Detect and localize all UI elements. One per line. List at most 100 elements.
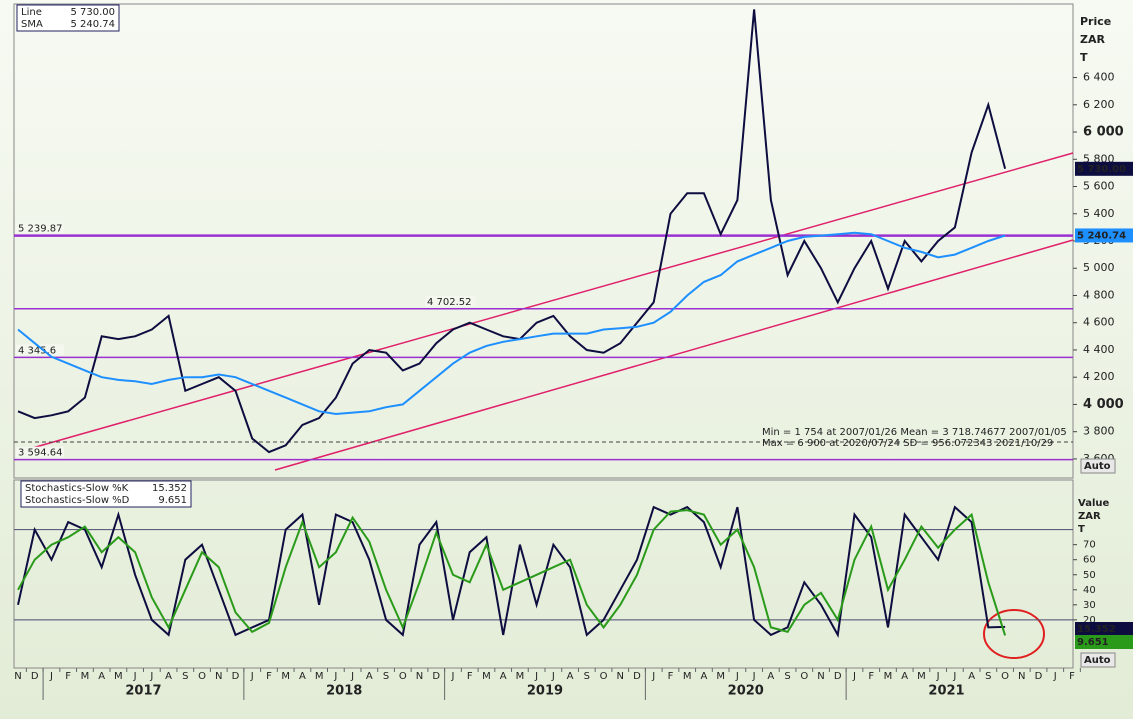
year-label: 2017 [125,684,161,699]
value-tag [1075,228,1133,243]
x-tick-label: F [266,671,272,682]
x-tick-label: A [968,671,975,682]
y-tick-label: 50 [1083,570,1096,581]
x-tick-label: J [651,671,655,682]
level-label-bg [16,344,64,356]
level-label-bg [16,446,64,458]
series-line [17,505,1006,638]
x-tick-label: S [985,671,991,682]
x-tick-label: J [49,671,53,682]
x-tick-label: J [952,671,956,682]
y-tick-label: 4 600 [1083,316,1115,329]
x-tick-label: M [281,671,290,682]
value-tag-label: 15.352 [1077,624,1116,635]
y-tick-label: 6 200 [1083,98,1115,111]
x-tick-label: M [917,671,926,682]
stats-min: Min = 1 754 at 2007/01/26 Mean = 3 718.7… [762,427,1067,438]
x-tick-label: F [868,671,874,682]
y-tick-label: 5 600 [1083,180,1115,193]
x-tick-label: S [182,671,188,682]
x-tick-label: J [752,671,756,682]
legend-name: Stochastics-Slow %D [25,495,130,506]
y-tick-label: 4 400 [1083,343,1115,356]
legend-box [20,480,192,508]
legend-name: Stochastics-Slow %K [25,483,129,494]
x-tick-label: N [1018,671,1025,682]
x-tick-label: A [767,671,774,682]
value-tag [1075,161,1133,176]
x-tick-label: N [14,671,21,682]
y-tick-label: 30 [1083,600,1096,611]
stoch-axis-title: ZAR [1078,511,1101,522]
x-tick-label: A [366,671,373,682]
x-tick-label: F [1069,671,1075,682]
x-tick-label: O [399,671,407,682]
x-tick-label: N [817,671,824,682]
x-tick-label: D [834,671,842,682]
level-label-bg [16,222,64,234]
x-tick-label: J [852,671,856,682]
level-label: 4 702.52 [427,297,472,308]
legend-value: 5 730.00 [70,7,115,18]
x-tick-label: O [600,671,608,682]
y-tick-label: 4 000 [1083,397,1124,412]
x-tick-label: O [198,671,206,682]
x-tick-label: J [333,671,337,682]
y-tick-label: 6 400 [1083,71,1115,84]
value-tag-label: 5 240.74 [1077,230,1126,241]
year-label: 2021 [928,684,964,699]
y-tick-label: 6 000 [1083,125,1124,140]
highlight-circle [983,609,1045,659]
x-tick-label: O [1001,671,1009,682]
y-tick-label: 4 800 [1083,288,1115,301]
x-tick-label: D [1035,671,1043,682]
x-tick-label: M [114,671,123,682]
y-tick-label: 70 [1083,540,1096,551]
x-tick-label: A [299,671,306,682]
x-tick-label: D [31,671,39,682]
x-tick-label: A [165,671,172,682]
level-label: 4 345.6 [18,345,56,356]
y-tick-label: 4 200 [1083,370,1115,383]
stoch-axis-title: T [1078,524,1085,535]
stats-max: Max = 6 900 at 2020/07/24 SD = 956.07234… [762,438,1053,449]
x-tick-label: J [551,671,555,682]
x-tick-label: J [534,671,538,682]
x-tick-label: J [735,671,739,682]
x-tick-label: O [800,671,808,682]
x-tick-label: N [617,671,624,682]
x-tick-label: S [584,671,590,682]
value-tag [1075,622,1133,636]
x-tick-label: A [567,671,574,682]
x-tick-label: D [633,671,641,682]
level-label: 3 594.64 [18,448,63,459]
legend-name: Line [21,7,42,18]
x-tick-label: M [884,671,893,682]
value-tag-label: 5 730.00 [1077,164,1126,175]
y-tick-label: 20 [1083,615,1096,626]
auto-label[interactable]: Auto [1084,655,1111,666]
legend-box [16,4,120,32]
y-tick-label: 3 800 [1083,425,1115,438]
y-tick-label: 5 000 [1083,261,1115,274]
x-tick-label: J [451,671,455,682]
x-tick-label: J [133,671,137,682]
year-label: 2020 [728,684,764,699]
stoch-axis-title: Value [1078,498,1109,509]
series-line [17,509,1007,636]
auto-button[interactable] [1080,458,1116,474]
level-label: 5 239.87 [18,224,63,235]
x-tick-label: J [149,671,153,682]
x-tick-label: D [432,671,440,682]
x-tick-label: N [416,671,423,682]
x-tick-label: F [65,671,71,682]
year-label: 2018 [326,684,362,699]
x-tick-label: M [516,671,525,682]
auto-label[interactable]: Auto [1084,461,1111,472]
year-label: 2019 [527,684,563,699]
auto-button[interactable] [1080,652,1116,668]
x-tick-label: M [81,671,90,682]
price-axis-title: Price [1080,15,1111,28]
x-tick-label: M [482,671,491,682]
y-tick-label: 60 [1083,555,1096,566]
